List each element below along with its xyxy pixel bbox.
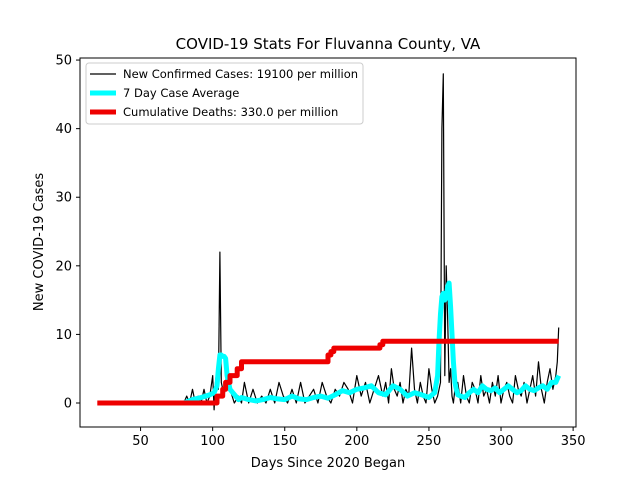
chart-title: COVID-19 Stats For Fluvanna County, VA [176,35,481,53]
x-tick-label: 300 [489,434,514,449]
y-tick-label: 10 [55,328,72,343]
x-tick-label: 150 [272,434,297,449]
x-tick-label: 200 [344,434,369,449]
series-line-3 [97,338,559,406]
series-line-1 [183,73,560,411]
x-tick-label: 250 [417,434,442,449]
x-tick-label: 100 [200,434,225,449]
y-axis: 0 10 20 30 40 50 [55,54,80,411]
legend: New Confirmed Cases: 19100 per million 7 … [85,62,364,125]
series-line-2 [182,280,561,406]
y-tick-label: 20 [55,259,72,274]
x-tick-label: 350 [561,434,586,449]
x-axis-title: Days Since 2020 Began [251,456,406,471]
y-tick-label: 40 [55,122,72,137]
y-tick-label: 30 [55,191,72,206]
y-tick-label: 50 [55,54,72,69]
x-tick-label: 50 [132,434,149,449]
legend-box [85,62,364,125]
plot-frame [79,57,577,428]
legend-label-2: 7 Day Case Average [123,86,239,100]
legend-label-1: New Confirmed Cases: 19100 per million [123,67,358,81]
legend-label-3: Cumulative Deaths: 330.0 per million [123,105,338,119]
y-tick-label: 0 [64,396,72,411]
x-axis: 50 100 150 200 250 300 350 [132,427,586,449]
plot-area [97,73,561,411]
y-axis-title: New COVID-19 Cases [32,173,47,311]
